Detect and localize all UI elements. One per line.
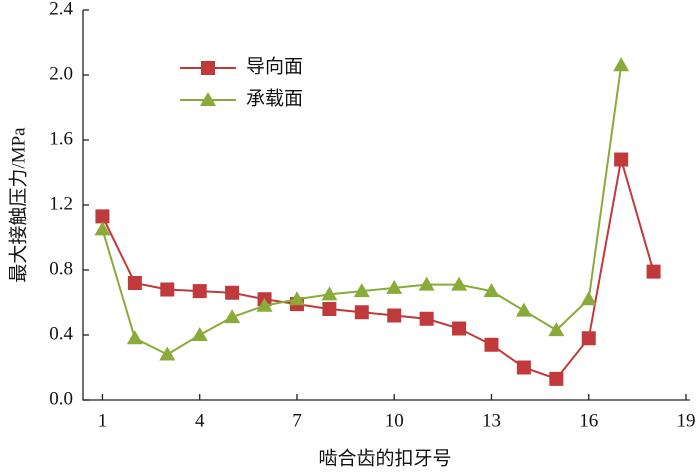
x-axis-label: 啮合齿的扣牙号 bbox=[318, 447, 451, 469]
marker bbox=[387, 308, 402, 323]
marker bbox=[613, 57, 630, 72]
axis-line bbox=[82, 10, 690, 401]
marker bbox=[516, 360, 531, 375]
marker bbox=[94, 221, 111, 236]
marker bbox=[127, 276, 142, 290]
marker bbox=[581, 331, 596, 346]
y-tick-label: 1.6 bbox=[49, 128, 73, 149]
y-tick-label: 0.0 bbox=[49, 388, 73, 409]
y-tick-label: 2.0 bbox=[49, 63, 73, 84]
marker bbox=[225, 285, 240, 300]
marker bbox=[192, 284, 207, 299]
marker bbox=[418, 276, 435, 291]
marker bbox=[549, 371, 564, 386]
x-tick-label: 4 bbox=[195, 410, 205, 431]
marker bbox=[288, 291, 305, 306]
marker bbox=[419, 311, 434, 326]
legend-label: 承载面 bbox=[246, 87, 303, 109]
marker bbox=[452, 321, 467, 336]
marker bbox=[548, 322, 565, 337]
marker bbox=[159, 346, 176, 361]
marker bbox=[321, 286, 338, 301]
x-tick-label: 16 bbox=[579, 410, 598, 431]
y-tick-label: 0.8 bbox=[49, 258, 73, 279]
x-tick-label: 19 bbox=[677, 410, 696, 431]
marker bbox=[191, 327, 208, 341]
series-line bbox=[101, 159, 655, 381]
legend-marker bbox=[201, 61, 215, 75]
marker bbox=[614, 152, 629, 167]
marker bbox=[483, 283, 500, 298]
marker bbox=[256, 297, 273, 312]
x-tick-label: 13 bbox=[482, 410, 501, 431]
marker bbox=[322, 302, 337, 316]
marker bbox=[484, 337, 499, 352]
y-tick-label: 2.4 bbox=[49, 0, 73, 19]
marker bbox=[126, 330, 143, 345]
marker bbox=[160, 282, 175, 297]
y-tick-label: 0.4 bbox=[49, 323, 73, 344]
marker bbox=[646, 264, 661, 279]
legend-label: 导向面 bbox=[246, 55, 303, 77]
marker bbox=[451, 276, 468, 291]
y-tick-label: 1.2 bbox=[49, 193, 73, 214]
x-tick-label: 7 bbox=[292, 410, 302, 431]
legend-marker bbox=[200, 92, 216, 106]
x-tick-label: 1 bbox=[98, 410, 108, 431]
marker bbox=[580, 291, 597, 306]
marker bbox=[95, 209, 110, 224]
y-axis-label: 最大接触压力/MPa bbox=[7, 127, 29, 283]
marker bbox=[353, 283, 370, 298]
marker bbox=[224, 309, 241, 324]
marker bbox=[386, 279, 403, 294]
marker bbox=[354, 305, 369, 320]
marker bbox=[515, 302, 532, 317]
x-tick-label: 10 bbox=[385, 410, 404, 431]
